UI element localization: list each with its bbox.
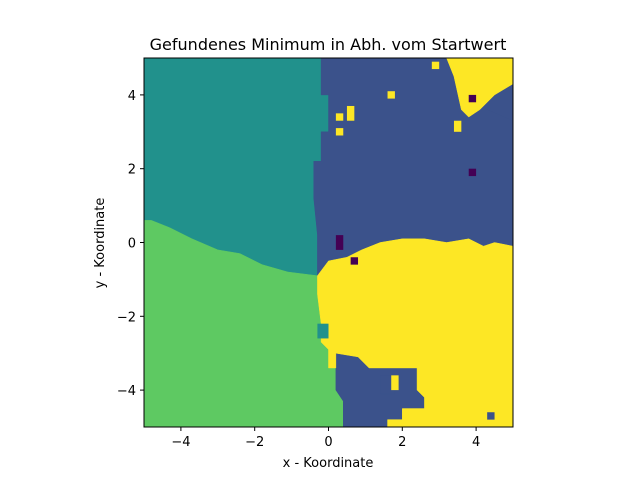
- y-axis-label: y - Koordinate: [93, 198, 108, 289]
- heatmap-cell-10: [487, 412, 495, 420]
- y-tick-label: −2: [117, 310, 136, 325]
- x-tick-label: 0: [324, 435, 332, 450]
- x-tick-label: −2: [245, 435, 264, 450]
- y-axis: −4 −2 0 2 4: [117, 89, 144, 399]
- heatmap-cell-7: [468, 168, 477, 177]
- heatmap-cell-11: [317, 323, 329, 339]
- heatmap-cell-9: [350, 257, 359, 265]
- y-tick-label: −4: [117, 384, 136, 399]
- x-tick-label: −4: [171, 435, 190, 450]
- x-tick-label: 2: [398, 435, 406, 450]
- heatmap-cell-8: [335, 235, 344, 250]
- x-axis: −4 −2 0 2 4: [171, 427, 480, 450]
- heatmap-region-6: [446, 58, 513, 118]
- heatmap-cell-5: [387, 91, 395, 99]
- heatmap-cell-1: [346, 105, 355, 121]
- heatmap-cell-0: [431, 61, 440, 70]
- heatmap-cell-6: [468, 94, 477, 103]
- heatmap-region-5: [317, 238, 513, 427]
- y-tick-label: 2: [128, 163, 136, 178]
- heatmap-cell-3: [335, 128, 344, 136]
- x-tick-label: 4: [472, 435, 480, 450]
- heatmap-cell-12: [391, 375, 399, 391]
- y-tick-label: 0: [128, 237, 136, 252]
- heatmap-cell-2: [335, 113, 344, 121]
- chart-title: Gefundenes Minimum in Abh. vom Startwert: [150, 35, 507, 54]
- plot-area: [144, 58, 513, 427]
- y-tick-label: 4: [128, 89, 136, 104]
- x-axis-label: x - Koordinate: [283, 456, 374, 471]
- heatmap-cell-4: [453, 120, 462, 132]
